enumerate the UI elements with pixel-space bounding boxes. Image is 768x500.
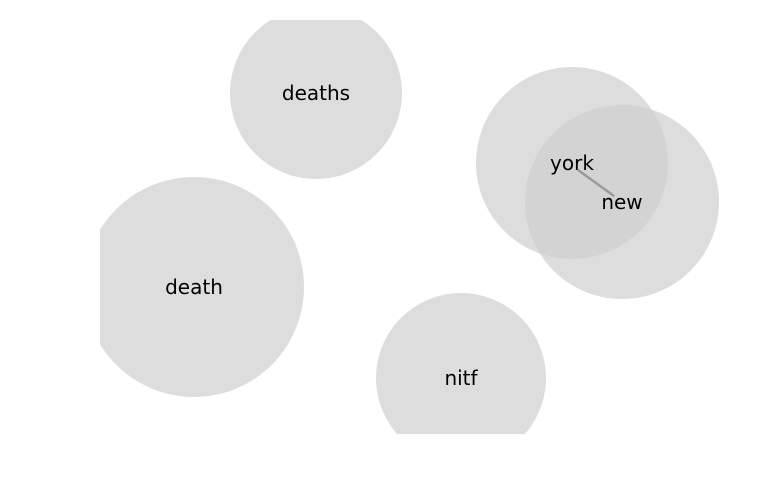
term-label-nitf: nitf [444, 366, 478, 390]
bubble-layer [84, 7, 719, 463]
label-layer: deaths york new death nitf [165, 81, 643, 390]
link-york-new [577, 168, 615, 198]
bubble-death[interactable] [84, 177, 304, 397]
term-label-death: death [165, 275, 223, 299]
term-label-deaths: deaths [282, 81, 350, 105]
bubble-deaths[interactable] [230, 7, 402, 179]
term-label-york: york [550, 151, 594, 175]
bubble-nitf[interactable] [376, 293, 546, 463]
bubble-new[interactable] [525, 105, 719, 299]
term-label-new: new [601, 190, 642, 214]
